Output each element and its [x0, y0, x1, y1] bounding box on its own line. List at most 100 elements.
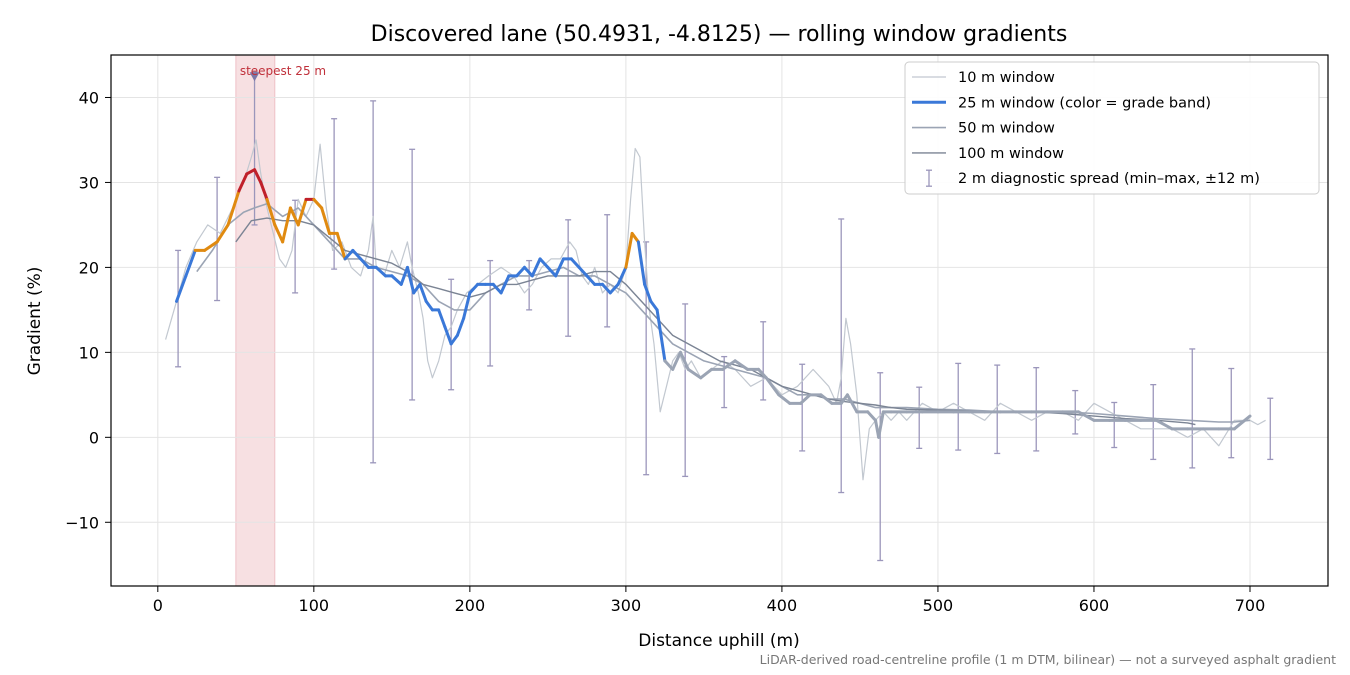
series-segment-25m: [443, 325, 453, 346]
series-segment-25m: [424, 299, 434, 312]
footnote: LiDAR-derived road-centreline profile (1…: [760, 652, 1336, 667]
series-segment-25m: [538, 257, 550, 269]
x-tick-label: 400: [767, 596, 798, 615]
chart-title: Discovered lane (50.4931, -4.8125) — rol…: [371, 22, 1068, 47]
x-tick-label: 700: [1235, 596, 1266, 615]
series-segment-25m: [649, 299, 659, 312]
series-segment-25m: [515, 265, 526, 278]
legend-label: 10 m window: [958, 70, 1055, 86]
legend: 10 m window 25 m window (color = grade ba…: [904, 61, 1320, 195]
series-segment-25m: [237, 172, 249, 193]
series-segment-25m: [253, 168, 263, 184]
series-segment-25m: [320, 206, 331, 235]
series-segment-25m: [1076, 410, 1096, 422]
series-segment-25m: [215, 223, 230, 244]
series-segment-25m: [546, 265, 558, 278]
series-segment-25m: [630, 231, 640, 244]
series-segment-25m: [175, 274, 188, 303]
series-segment-25m: [554, 257, 565, 278]
series-segment-25m: [678, 350, 690, 371]
x-axis-ticks: 0 100 200 300 400 500 600 700: [153, 586, 1266, 615]
series-segment-25m: [359, 257, 370, 269]
series-segment-25m: [418, 282, 428, 303]
y-tick-label: −10: [65, 513, 99, 532]
series-segment-25m: [764, 376, 781, 397]
series-segment-25m: [757, 367, 768, 380]
series-segment-25m: [374, 265, 388, 278]
series-segment-25m: [699, 367, 714, 380]
series-segment-25m: [616, 265, 628, 286]
series-segment-25m: [643, 282, 653, 303]
x-tick-label: 300: [611, 596, 642, 615]
series-lines: [165, 139, 1266, 481]
series-line-100m: [235, 217, 1196, 426]
series-segment-25m: [799, 393, 812, 405]
series-segment-25m: [569, 257, 581, 269]
legend-label: 100 m window: [958, 146, 1064, 162]
steepest-band-rect: [235, 54, 276, 587]
y-axis-label: Gradient (%): [25, 267, 45, 376]
series-segment-25m: [866, 410, 878, 422]
series-segment-25m: [288, 206, 300, 227]
series-segment-25m: [1232, 414, 1252, 431]
x-axis-label: Distance uphill (m): [638, 631, 799, 651]
series-segment-25m: [733, 359, 750, 371]
series-segment-25m: [455, 316, 466, 337]
series-segment-25m: [296, 197, 308, 227]
x-tick-label: 600: [1079, 596, 1110, 615]
series-segment-25m: [226, 189, 241, 227]
series-segment-25m: [530, 257, 542, 278]
series-segment-25m: [624, 231, 634, 269]
legend-box: [904, 61, 1320, 195]
series-segment-25m: [184, 248, 197, 278]
y-tick-label: 30: [79, 173, 99, 192]
x-tick-label: 500: [923, 596, 954, 615]
series-segment-25m: [839, 393, 849, 405]
y-tick-label: 40: [79, 88, 99, 107]
x-tick-label: 200: [455, 596, 486, 615]
x-tick-label: 100: [299, 596, 330, 615]
series-segment-25m: [671, 350, 682, 371]
y-axis-ticks: −10 0 10 20 30 40: [65, 88, 111, 532]
series-line-50m: [196, 202, 1251, 423]
series-segment-25m: [636, 240, 647, 286]
series-segment-25m: [390, 274, 403, 286]
plot-frame: [110, 54, 1329, 587]
series-segment-25m: [335, 231, 347, 261]
legend-label: 50 m window: [958, 121, 1055, 137]
x-tick-label: 0: [153, 596, 163, 615]
series-segment-25m: [468, 282, 480, 295]
series-segment-25m: [577, 265, 589, 278]
series-segment-25m: [399, 265, 409, 286]
series-segment-25m: [203, 240, 219, 252]
series-segment-25m: [608, 282, 620, 295]
steepest-label: steepest 25 m: [240, 64, 326, 78]
series-segment-25m: [499, 274, 511, 295]
series-segment-25m: [437, 308, 447, 329]
series-segment-25m: [522, 265, 534, 278]
annotations: steepest 25 m: [240, 64, 326, 82]
series-segment-25m: [721, 359, 737, 371]
series-segment-25m: [655, 308, 667, 363]
y-tick-label: 20: [79, 258, 99, 277]
series-segment-25m: [351, 248, 363, 261]
y-tick-label: 0: [89, 428, 99, 447]
series-segment-25m: [265, 197, 277, 227]
series-segment-25m: [845, 393, 859, 414]
series-segment-25m: [405, 265, 416, 295]
series-segment-25m: [259, 180, 269, 201]
series-segment-25m: [491, 282, 503, 295]
series-segment-25m: [312, 197, 324, 210]
series-segment-25m: [273, 223, 285, 244]
legend-label: 2 m diagnostic spread (min–max, ±12 m): [958, 171, 1260, 187]
series-segment-25m: [663, 359, 675, 371]
series-segment-25m: [600, 282, 612, 295]
legend-label: 25 m window (color = grade band): [958, 95, 1211, 111]
series-segment-25m: [281, 206, 292, 244]
series-segment-25m: [686, 367, 703, 380]
series-segment-25m: [585, 274, 597, 286]
series-segment-25m: [819, 393, 834, 405]
series-segment-25m: [462, 291, 472, 320]
series-segment-25m: [449, 333, 459, 346]
series-segment-25m: [1154, 418, 1174, 431]
